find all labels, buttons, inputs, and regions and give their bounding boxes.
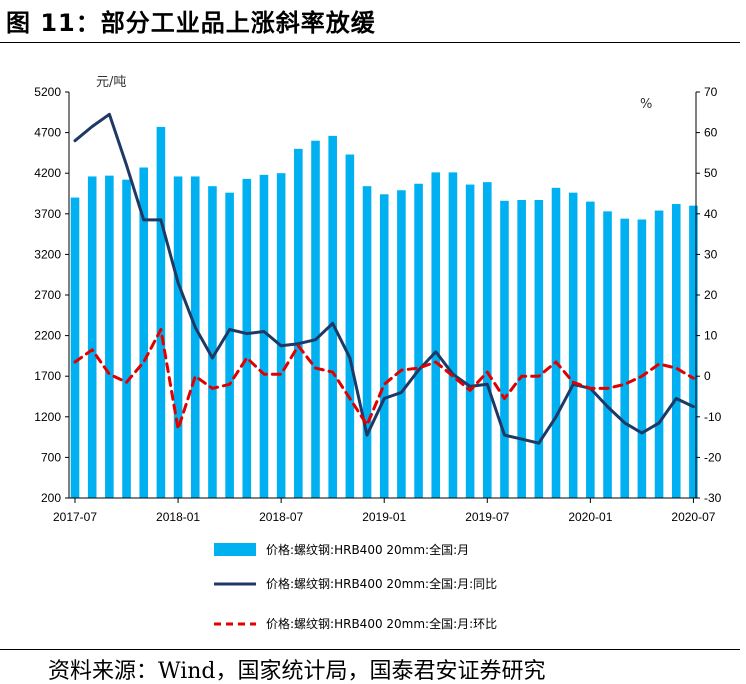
price-bar [637, 219, 647, 498]
right-tick-label: 50 [704, 166, 718, 180]
left-tick-label: 700 [41, 450, 61, 464]
line-series [73, 112, 695, 445]
price-bar [534, 199, 544, 498]
axes: 2007001200170022002700320037004200470052… [34, 85, 721, 524]
legend-label-price: 价格:螺纹钢:HRB400 20mm:全国:月 [266, 542, 469, 557]
price-bar [294, 148, 303, 498]
price-bar [671, 204, 681, 498]
price-bar [328, 135, 337, 498]
right-tick-label: 60 [704, 126, 718, 140]
right-tick-label: -30 [704, 491, 722, 505]
legend: 价格:螺纹钢:HRB400 20mm:全国:月 价格:螺纹钢:HRB400 20… [214, 542, 497, 631]
left-tick-label: 5200 [34, 85, 61, 99]
left-tick-label: 1700 [34, 369, 61, 383]
x-tick-label: 2018-01 [156, 510, 200, 524]
left-tick-label: 200 [41, 491, 61, 505]
price-bar [259, 174, 269, 498]
price-bar [620, 218, 630, 498]
right-tick-label: 10 [704, 329, 718, 343]
right-tick-label: 70 [704, 85, 718, 99]
price-bar [431, 172, 441, 498]
legend-label-yoy: 价格:螺纹钢:HRB400 20mm:全国:月:同比 [266, 576, 497, 591]
left-tick-label: 2200 [34, 329, 61, 343]
price-bar [122, 179, 131, 499]
price-bar [173, 176, 183, 498]
bar-series [70, 126, 698, 499]
price-bar [517, 199, 526, 498]
x-tick-label: 2020-07 [671, 510, 715, 524]
left-tick-label: 3700 [34, 207, 61, 221]
price-bar [654, 210, 664, 498]
price-bar [689, 205, 698, 498]
x-tick-label: 2020-01 [568, 510, 612, 524]
left-tick-label: 1200 [34, 410, 61, 424]
right-tick-label: 40 [704, 207, 718, 221]
x-tick-label: 2017-07 [53, 510, 97, 524]
price-bar [345, 154, 355, 499]
price-bar [87, 176, 97, 498]
source-note: 资料来源：Wind，国家统计局，国泰君安证券研究 [48, 659, 546, 684]
price-bar [190, 176, 200, 498]
price-bar [311, 140, 320, 498]
title-divider [0, 42, 740, 43]
price-bar [448, 172, 458, 498]
right-tick-label: 30 [704, 247, 718, 261]
left-tick-label: 3200 [34, 247, 61, 261]
price-bar [500, 200, 509, 499]
left-tick-label: 2700 [34, 288, 61, 302]
price-bar [362, 186, 372, 498]
price-bar [225, 192, 234, 499]
price-bar [379, 194, 389, 498]
footer-divider [0, 649, 740, 650]
legend-swatch-price [214, 543, 256, 556]
figure-title: 图 11：部分工业品上涨斜率放缓 [6, 9, 376, 37]
x-tick-label: 2019-01 [362, 510, 406, 524]
left-tick-label: 4200 [34, 166, 61, 180]
price-bar [208, 186, 217, 498]
price-bar [397, 190, 406, 498]
legend-label-mom: 价格:螺纹钢:HRB400 20mm:全国:月:环比 [266, 616, 497, 631]
price-bar [482, 182, 492, 498]
right-axis-unit: % [640, 97, 652, 112]
price-bar [603, 211, 612, 498]
price-bar [242, 178, 252, 498]
left-tick-label: 4700 [34, 126, 61, 140]
price-bar [276, 173, 286, 498]
x-tick-label: 2018-07 [259, 510, 303, 524]
price-bar [551, 187, 561, 499]
price-bar [70, 197, 80, 498]
right-tick-label: 20 [704, 288, 718, 302]
price-bar [568, 192, 578, 499]
price-bar [465, 184, 475, 498]
price-bar [586, 201, 595, 498]
right-tick-label: -10 [704, 410, 722, 424]
right-tick-label: -20 [704, 450, 722, 464]
price-bar [139, 167, 149, 499]
right-tick-label: 0 [704, 369, 711, 383]
x-tick-label: 2019-07 [465, 510, 509, 524]
price-bar [105, 175, 114, 499]
price-bar [414, 183, 423, 499]
left-axis-unit: 元/吨 [96, 75, 126, 90]
price-bar [156, 126, 166, 498]
